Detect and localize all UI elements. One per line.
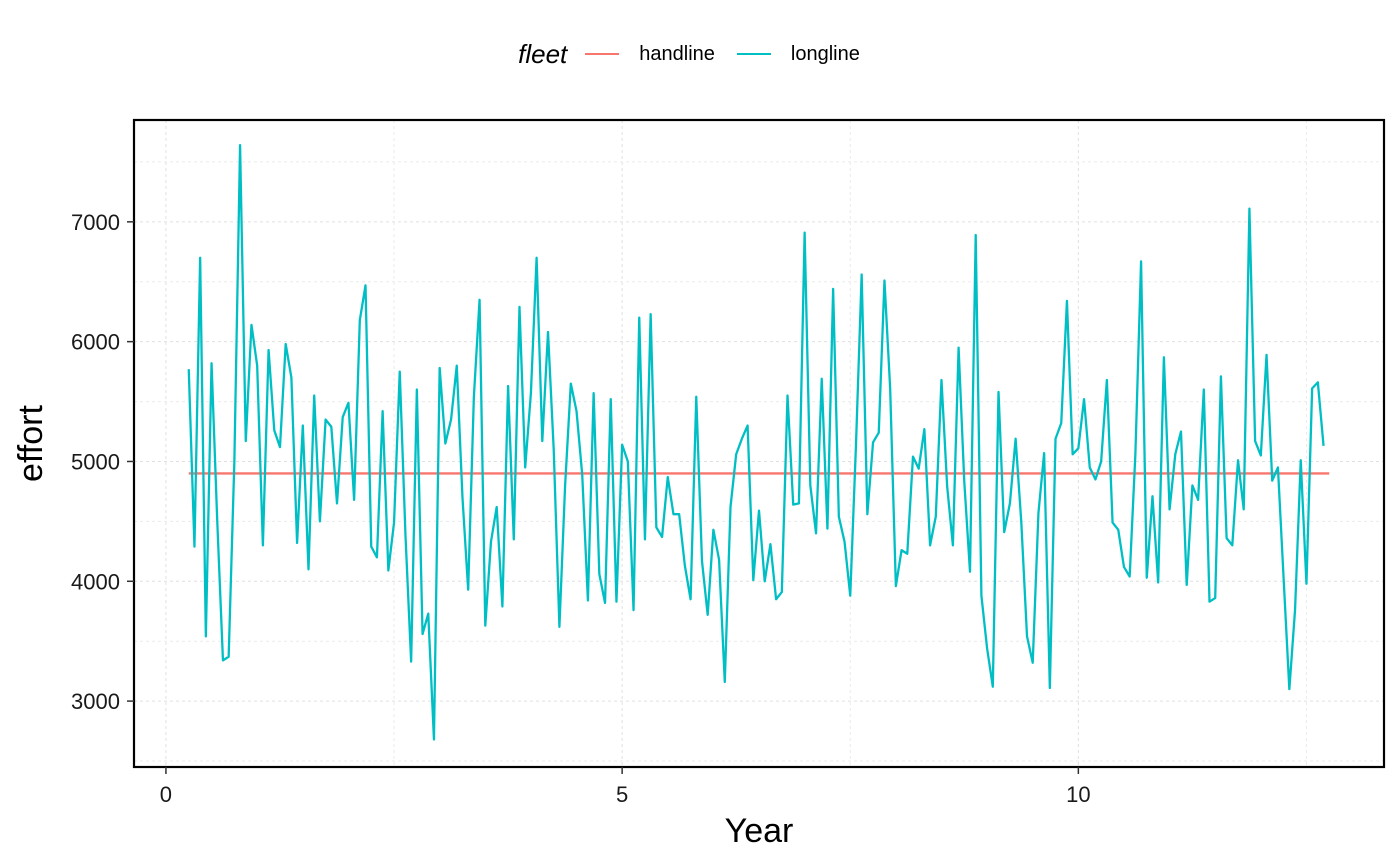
y-axis: 3000 4000 5000 6000 7000: [71, 210, 134, 714]
legend-label-handline: handline: [639, 42, 715, 65]
y-axis-title: effort: [12, 405, 50, 482]
y-tick-label: 3000: [71, 689, 120, 714]
legend-swatch-handline: [585, 53, 620, 55]
grid-minor: [134, 120, 1384, 767]
grid-major: [134, 120, 1384, 767]
y-tick-label: 7000: [71, 210, 120, 235]
x-tick-label: 0: [160, 782, 172, 807]
legend-title: fleet: [518, 38, 568, 69]
legend-item-handline: handline: [585, 43, 715, 66]
x-tick-label: 5: [616, 782, 628, 807]
y-tick-label: 6000: [71, 330, 120, 355]
series-layer: [187, 144, 1330, 741]
legend: fleet handline longline: [0, 36, 1400, 72]
y-tick-label: 5000: [71, 449, 120, 474]
y-tick-label: 4000: [71, 569, 120, 594]
legend-label-longline: longline: [790, 42, 860, 65]
legend-item-longline: longline: [736, 42, 860, 66]
x-tick-label: 10: [1066, 782, 1090, 807]
legend-swatch-longline: [736, 53, 771, 55]
x-axis-title: Year: [725, 812, 794, 850]
series-line-longline: [187, 144, 1325, 741]
x-axis: 0 5 10: [160, 767, 1091, 807]
panel-border: [132, 118, 1386, 769]
